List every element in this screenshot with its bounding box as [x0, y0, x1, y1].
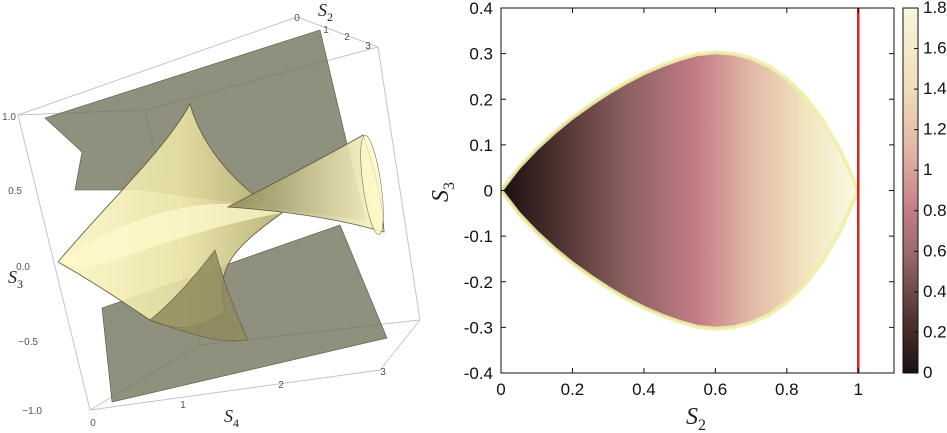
s4-tick-label: 3 [380, 367, 386, 378]
s3-tick-label: 0.0 [16, 262, 30, 273]
x-tick-label: 0.4 [632, 380, 656, 399]
x-tick-label: 1 [854, 380, 863, 399]
cone-left-shade [58, 203, 282, 267]
x-axis-label: S2 [686, 404, 706, 433]
colorbar-tick-label: 0.6 [923, 241, 947, 260]
y-axis-ticks: 0.4 0.3 0.2 0.1 0 -0.1 -0.2 -0.3 -0.4 [464, 0, 894, 383]
y-tick-label: 0.3 [469, 45, 493, 64]
y-tick-label: -0.2 [464, 273, 493, 292]
colorbar-tick-label: 1.8 [923, 0, 947, 17]
s3-axis-ticks: 1.0 0.5 0.0 −0.5 −1.0 [2, 112, 42, 417]
x-tick-label: 0.2 [561, 380, 585, 399]
y-tick-label: 0.4 [469, 0, 493, 18]
s4-tick-label: 2 [278, 380, 284, 391]
x-tick-label: 0.6 [704, 380, 728, 399]
y-tick-label: -0.4 [464, 364, 493, 383]
x-tick-label: 0.8 [775, 380, 799, 399]
s4-axis-ticks: 0 1 2 3 [90, 367, 386, 429]
colorbar-tick-label: 1.2 [923, 120, 947, 139]
heatmap-panel: 0 0.2 0.4 0.6 0.8 1 0.4 0.3 0.2 0.1 0 -0.1 -0.2 -0.3… [428, 0, 947, 433]
plane-lower [101, 224, 388, 403]
y-tick-label: 0 [484, 182, 493, 201]
colorbar-tick-label: 1 [923, 160, 932, 179]
s4-tick-label: 0 [90, 418, 96, 429]
colorbar-ticks: 1.8 1.6 1.4 1.2 1 0.8 0.6 0.4 0.2 0 [914, 0, 947, 382]
colorbar-tick-label: 1.4 [923, 79, 947, 98]
colorbar-tick-label: 0 [923, 363, 932, 382]
x-axis-ticks: 0 0.2 0.4 0.6 0.8 1 [496, 8, 863, 399]
s3-tick-label: 1.0 [2, 112, 16, 123]
s3-axis-label: S3 [8, 267, 23, 291]
y-axis-label: S3 [428, 182, 458, 202]
colorbar-tick-label: 0.8 [923, 201, 947, 220]
y-tick-label: -0.1 [464, 227, 493, 246]
s2-tick-label: 3 [365, 41, 371, 52]
colorbar-tick-label: 1.6 [923, 39, 947, 58]
s2-axis-label: S2 [318, 0, 333, 24]
cone-left-lower-flare [149, 249, 249, 342]
s4-tick-label: 1 [180, 400, 186, 411]
s3-tick-label: −1.0 [22, 406, 42, 417]
y-tick-label: 0.2 [469, 90, 493, 109]
s2-tick-label: 0 [294, 13, 300, 24]
surface-3d-panel: 0 1 2 3 1.0 0.5 0.0 −0.5 −1.0 0 1 2 3 S2 S3 S4 [2, 0, 421, 430]
heatmap-region [501, 52, 859, 329]
colorbar [902, 7, 919, 374]
cone-right-rim [360, 135, 384, 235]
s2-tick-label: 1 [323, 25, 329, 36]
s3-tick-label: 0.5 [8, 186, 22, 197]
s3-tick-label: −0.5 [18, 337, 38, 348]
x-tick-label: 0 [496, 380, 505, 399]
colorbar-tick-label: 0.4 [923, 282, 947, 301]
y-tick-label: -0.3 [464, 318, 493, 337]
s4-axis-label: S4 [224, 406, 239, 430]
colorbar-tick-label: 0.2 [923, 322, 947, 341]
y-tick-label: 0.1 [469, 136, 493, 155]
s2-axis-ticks: 0 1 2 3 [294, 13, 371, 52]
s2-tick-label: 2 [344, 32, 350, 43]
